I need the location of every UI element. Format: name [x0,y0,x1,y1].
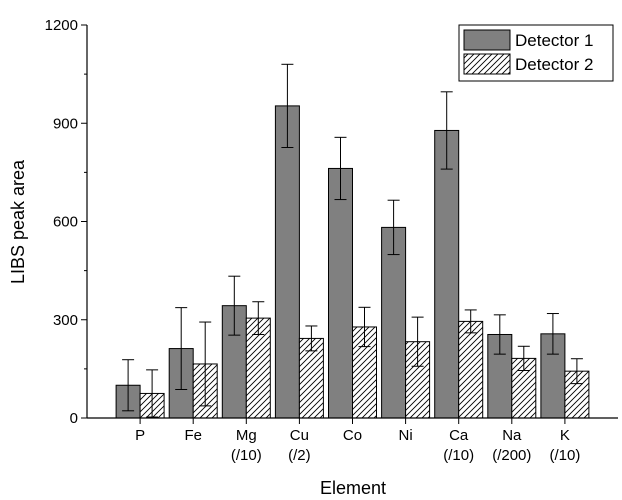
bar-detector1-cu [274,105,300,419]
x-tick-label-na: Na [502,427,522,444]
legend: Detector 1 Detector 2 [458,24,614,82]
x-tick-sublabel-cu: (/2) [288,447,311,464]
bar-detector2-ca [458,320,484,419]
bar-detector1-co [328,167,353,419]
x-tick-label-k: K [560,427,570,444]
x-tick-sublabel-ca: (/10) [443,447,474,464]
x-tick-sublabel-na: (/200) [492,447,531,464]
x-tick-label-mg: Mg [236,427,257,444]
y-tick-label-900: 900 [53,115,78,132]
legend-label-detector1: Detector 1 [515,31,593,50]
legend-label-detector2: Detector 2 [515,55,593,74]
bars-layer [115,105,590,419]
bar-detector1-ca [434,129,460,419]
legend-swatch-detector1 [463,29,511,51]
error-bars-layer [122,63,583,418]
y-tick-label-600: 600 [53,214,78,231]
y-tick-label-300: 300 [53,312,78,329]
x-tick-sublabel-mg: (/10) [231,447,262,464]
y-tick-label-1200: 1200 [45,17,78,34]
x-tick-label-fe: Fe [184,427,202,444]
x-tick-label-cu: Cu [290,427,309,444]
x-axis-title: Element [320,478,386,498]
y-axis-title: LIBS peak area [8,159,28,284]
axes: 0 300 600 900 1200 P Fe Mg (/10) Cu (/2) Co Ni Ca (/10… [45,17,618,464]
x-tick-label-ni: Ni [399,427,413,444]
x-tick-sublabel-k: (/10) [549,447,580,464]
x-tick-label-p: P [135,427,145,444]
x-tick-label-ca: Ca [449,427,469,444]
legend-swatch-detector2 [463,53,511,75]
x-tick-label-co: Co [343,427,362,444]
y-tick-label-0: 0 [70,410,78,427]
bar-detector1-ni [381,226,407,419]
